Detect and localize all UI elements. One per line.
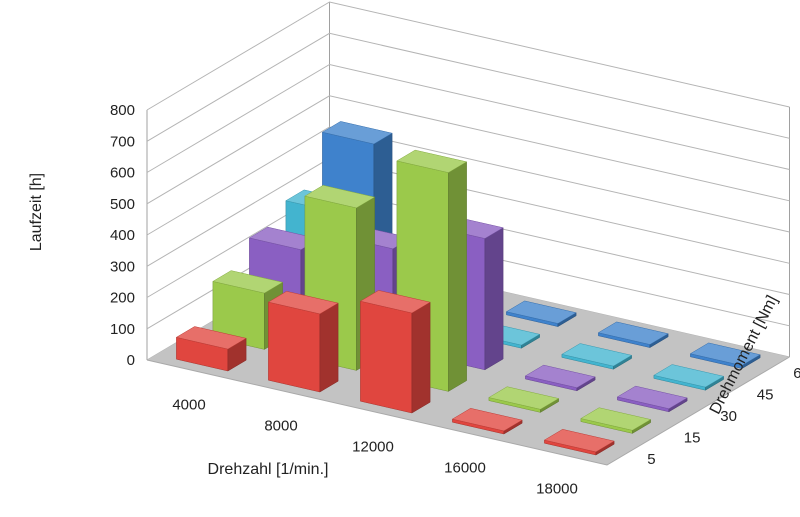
x-axis-ticks: 4000 8000 12000 16000 18000 bbox=[172, 397, 578, 498]
bar-top-face bbox=[689, 342, 761, 366]
bar-front-face bbox=[360, 300, 413, 414]
bar-front-face bbox=[268, 301, 321, 393]
bar-top-face bbox=[580, 407, 652, 431]
bar-5-4000 bbox=[175, 326, 247, 372]
y-axis-title: Laufzeit [h] bbox=[28, 173, 45, 251]
bar-top-face bbox=[597, 321, 669, 345]
bar-top-face bbox=[267, 291, 339, 315]
bar-30-16000 bbox=[524, 364, 596, 392]
y-tick-label: 700 bbox=[110, 133, 135, 150]
bar-top-face bbox=[653, 364, 725, 388]
x-tick-label: 16000 bbox=[444, 460, 486, 477]
z-tick-label: 45 bbox=[757, 386, 774, 403]
y-tick-label: 200 bbox=[110, 290, 135, 307]
z-axis-ticks: 5 15 30 45 60 bbox=[647, 365, 800, 468]
z-tick-label: 15 bbox=[684, 430, 701, 447]
z-tick-label: 30 bbox=[720, 408, 737, 425]
bar-side-face bbox=[319, 302, 339, 393]
bar-side-face bbox=[448, 161, 467, 392]
bar-15-16000 bbox=[488, 386, 560, 413]
floor-edge bbox=[146, 356, 790, 466]
bar-top-face bbox=[321, 121, 393, 145]
bar-side-face bbox=[411, 301, 431, 414]
x-tick-label: 4000 bbox=[172, 397, 205, 414]
bar-top-face bbox=[616, 385, 688, 409]
bar-5-12000 bbox=[359, 290, 431, 414]
gridline-400 bbox=[146, 126, 790, 236]
bar-top-face bbox=[505, 300, 577, 324]
bars bbox=[175, 121, 761, 456]
y-axis-ticks: 0 100 200 300 400 500 600 700 800 bbox=[110, 102, 135, 369]
gridline-500 bbox=[146, 95, 790, 205]
bar-top-face bbox=[304, 185, 376, 209]
bar-top-face bbox=[488, 386, 560, 410]
bar-top-face bbox=[561, 343, 633, 367]
x-tick-label: 18000 bbox=[536, 481, 578, 498]
y-tick-label: 100 bbox=[110, 321, 135, 338]
bar-45-16000 bbox=[561, 343, 633, 370]
bar-60-12000 bbox=[505, 300, 577, 328]
bar-top-face bbox=[212, 270, 284, 294]
y-tick-label: 500 bbox=[110, 196, 135, 213]
bar-top-face bbox=[175, 326, 247, 350]
bar-45-18000 bbox=[653, 364, 725, 391]
bar-top-face bbox=[543, 429, 615, 453]
bar-top-face bbox=[451, 408, 523, 432]
y-tick-label: 400 bbox=[110, 227, 135, 244]
y-tick-label: 800 bbox=[110, 102, 135, 119]
gridline-600 bbox=[146, 63, 790, 173]
bar-30-18000 bbox=[616, 385, 688, 413]
bar-top-face bbox=[359, 290, 431, 314]
y-tick-label: 0 bbox=[127, 352, 135, 369]
bar-15-18000 bbox=[580, 407, 652, 434]
bar-side-face bbox=[484, 227, 504, 371]
gridline-700 bbox=[146, 32, 790, 142]
gridline-800 bbox=[146, 1, 790, 111]
x-tick-label: 8000 bbox=[264, 418, 297, 435]
z-tick-label: 5 bbox=[647, 451, 655, 468]
bar-5-16000 bbox=[451, 408, 523, 435]
bar-60-18000 bbox=[689, 342, 761, 370]
bar-60-16000 bbox=[597, 321, 669, 349]
z-tick-label: 60 bbox=[793, 365, 800, 382]
bar-top-face bbox=[396, 149, 468, 173]
bar-5-8000 bbox=[267, 291, 339, 393]
bar-5-18000 bbox=[543, 429, 615, 456]
x-tick-label: 12000 bbox=[352, 439, 394, 456]
bar-top-face bbox=[524, 364, 596, 388]
y-tick-label: 600 bbox=[110, 165, 135, 182]
y-tick-label: 300 bbox=[110, 258, 135, 275]
x-axis-title: Drehzahl [1/min.] bbox=[208, 461, 329, 478]
